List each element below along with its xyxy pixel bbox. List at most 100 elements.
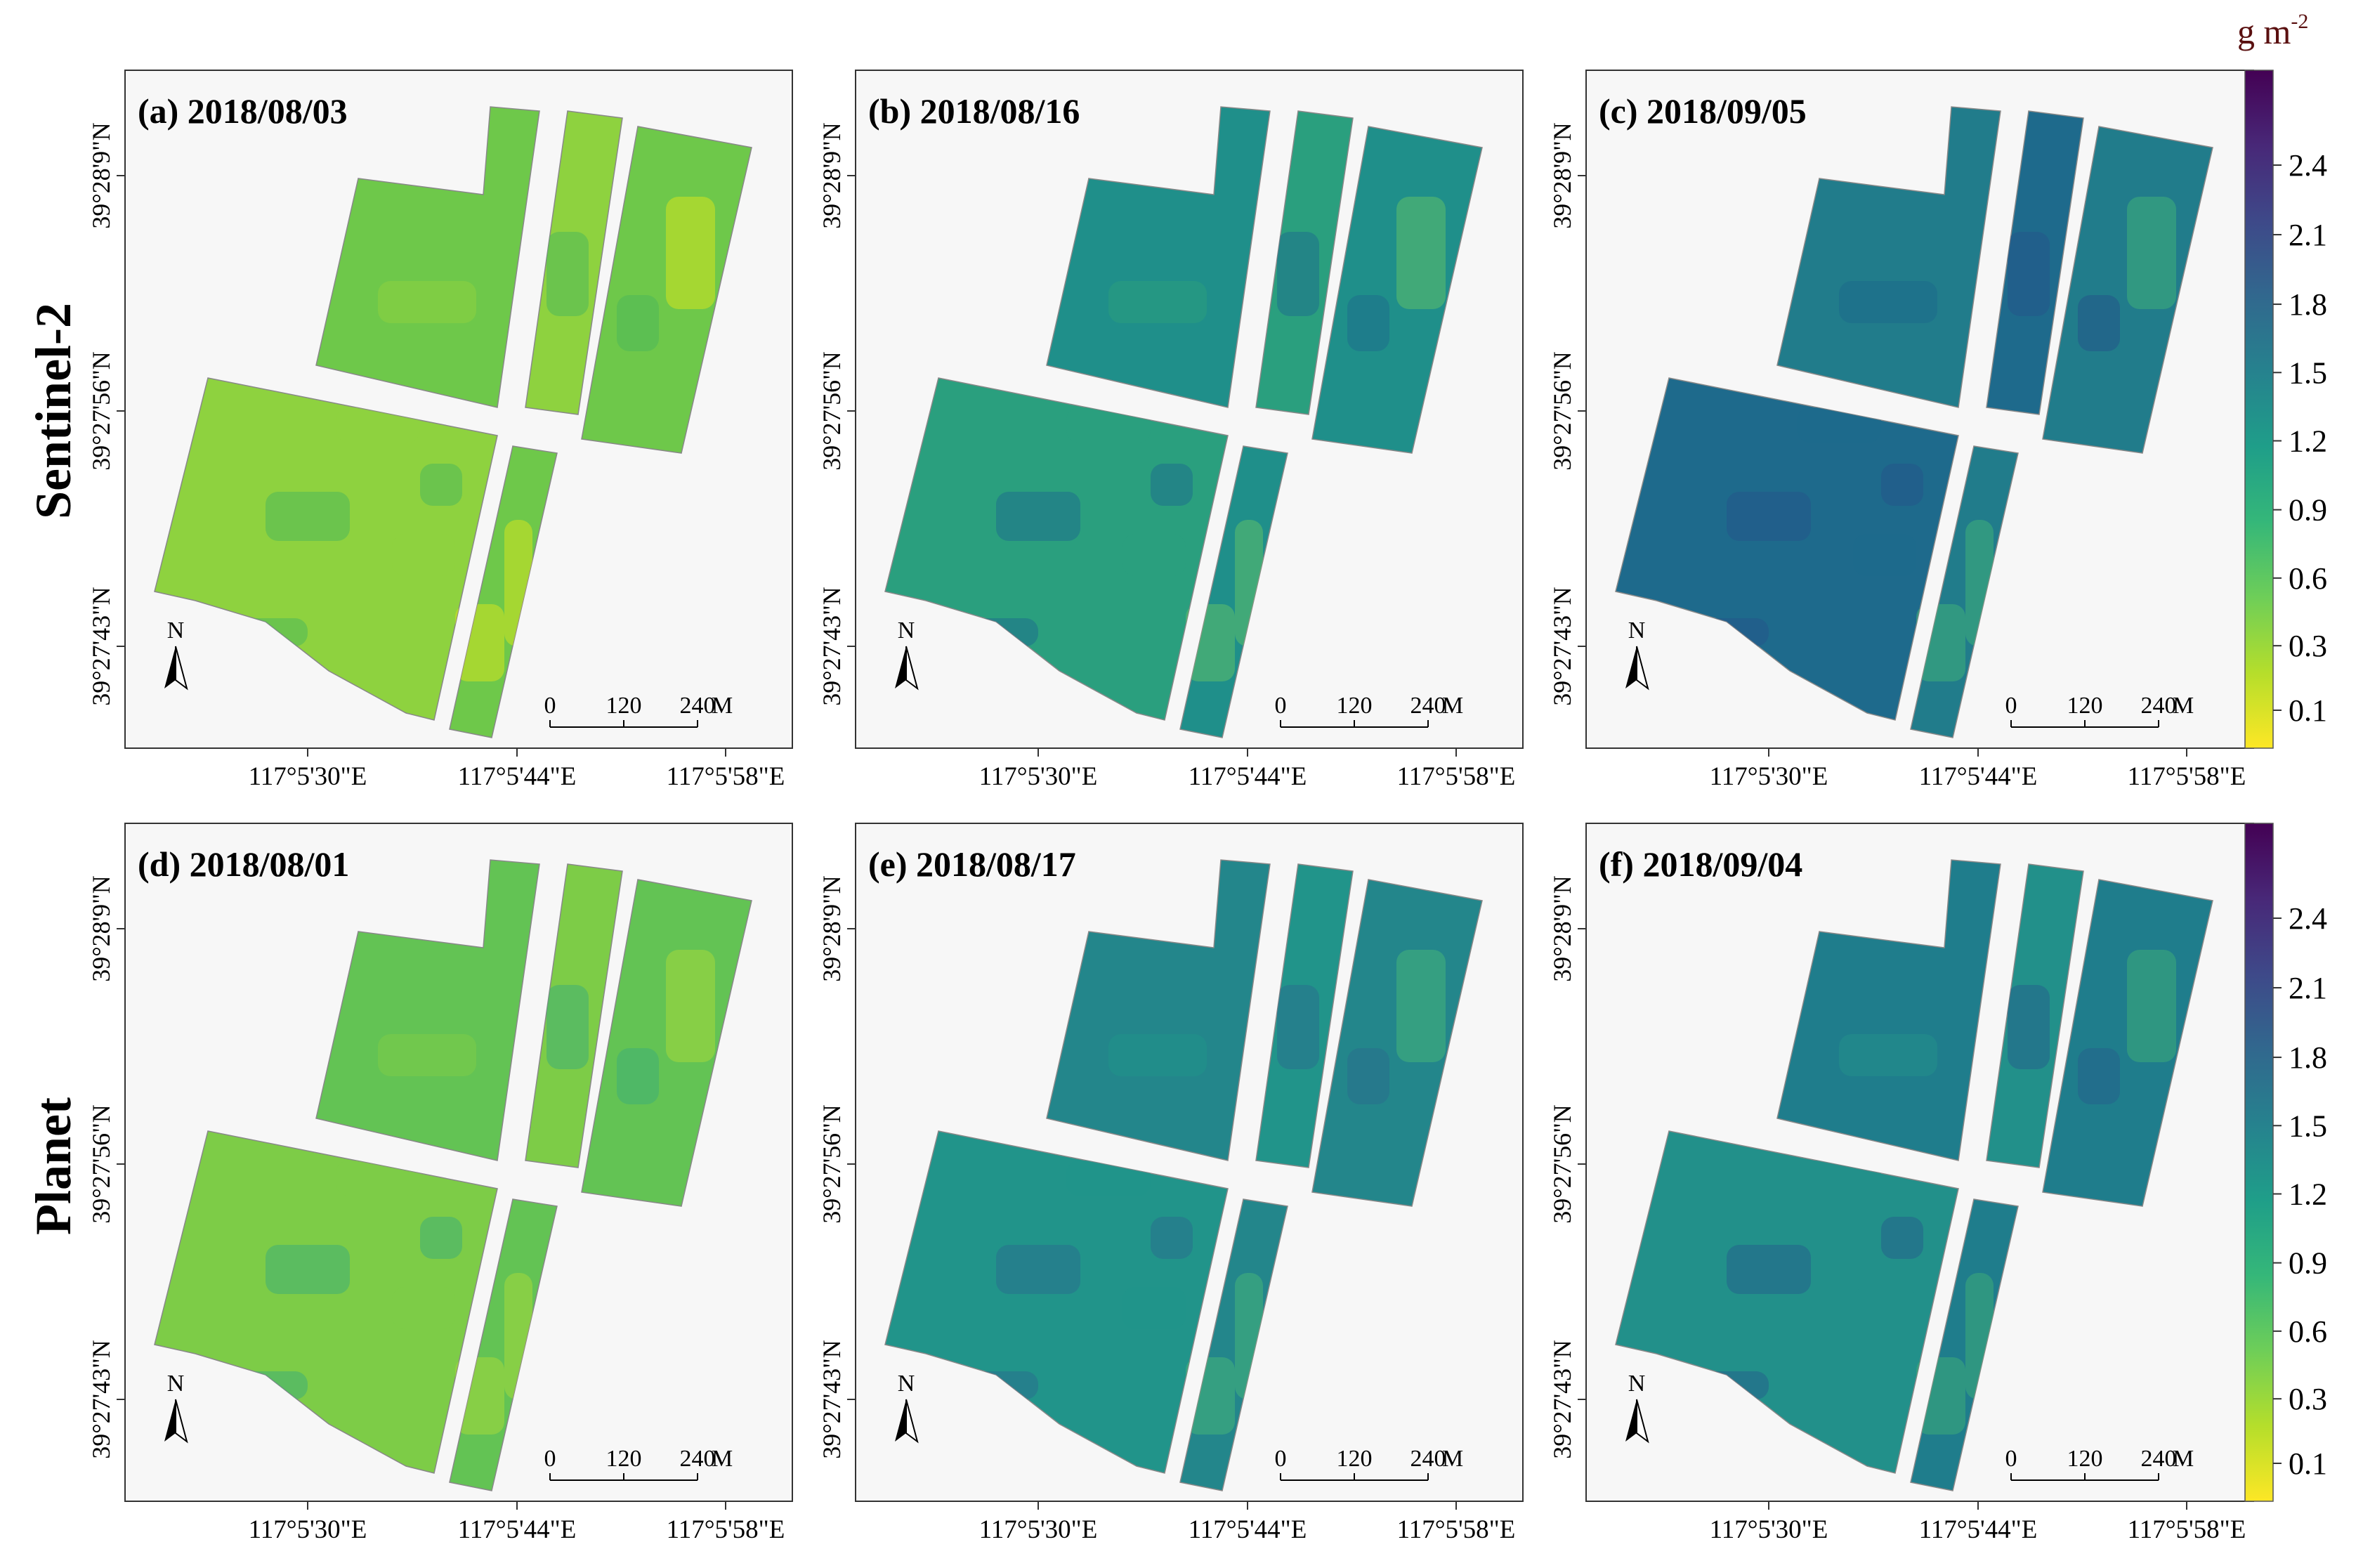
scale-tick-label: 240: [680, 1446, 716, 1472]
colorbar-tick-label: 2.4: [2289, 901, 2327, 936]
colorbar-tick-label: 0.3: [2289, 1382, 2327, 1416]
colorbar-tick-label: 0.9: [2289, 1246, 2327, 1281]
scale-tick-label: 0: [544, 1446, 556, 1472]
colorbar-tick-label: 1.5: [2289, 1109, 2327, 1143]
colorbar-tick-label: 0.6: [2289, 1314, 2327, 1349]
lon-label: 117°5'30"E: [979, 1515, 1098, 1544]
panel-title: (a) 2018/08/03: [138, 91, 348, 131]
scale-unit: M: [2173, 1446, 2194, 1472]
lat-label: 39°27'43"N: [1548, 587, 1576, 706]
scale-tick-label: 240: [2141, 693, 2177, 719]
panel-title: (d) 2018/08/01: [138, 844, 349, 884]
lon-label: 117°5'58"E: [1397, 762, 1516, 791]
colorbar-tick-label: 1.2: [2289, 424, 2327, 459]
lon-label: 117°5'44"E: [458, 1515, 577, 1544]
lat-label: 39°28'9"N: [1548, 122, 1576, 229]
field-upper-west: [1776, 106, 2001, 408]
scale-tick-label: 0: [2005, 693, 2017, 719]
field-lower-main: [154, 1130, 498, 1474]
lon-label: 117°5'30"E: [249, 762, 367, 791]
colorbar-unit-text: g m: [2237, 12, 2291, 51]
scale-tick-label: 120: [1337, 1446, 1373, 1472]
field-lower-main: [154, 377, 498, 721]
north-arrow-label: N: [898, 618, 915, 643]
field-texture: [230, 950, 715, 1435]
colorbar-gradient: [2244, 823, 2274, 1502]
scale-tick-label: 240: [680, 693, 716, 719]
lon-label: 117°5'30"E: [979, 762, 1098, 791]
field-lower-main: [884, 377, 1229, 721]
panel-title: (b) 2018/08/16: [868, 91, 1080, 131]
north-arrow-label: N: [1628, 1371, 1646, 1397]
lon-label: 117°5'44"E: [1189, 762, 1307, 791]
colorbar-unit: g m-2: [2237, 10, 2308, 51]
scale-unit: M: [712, 1446, 733, 1472]
north-arrow-icon: N: [895, 618, 919, 691]
field-lower-main: [884, 1130, 1229, 1474]
colorbar-tick-label: 2.1: [2289, 971, 2327, 1005]
colorbar-tick-label: 1.8: [2289, 287, 2327, 322]
scale-tick-label: 120: [606, 1446, 642, 1472]
scale-tick-label: 0: [2005, 1446, 2017, 1472]
colorbar-tick-label: 0.6: [2289, 561, 2327, 596]
colorbar-1: 2.4 2.1 1.8 1.5 1.2 0.9 0.6 0.3 0.1: [2244, 823, 2327, 1502]
scale-tick-label: 240: [1410, 693, 1446, 719]
lon-label: 117°5'30"E: [1710, 762, 1828, 791]
colorbar-0: 2.4 2.1 1.8 1.5 1.2 0.9 0.6 0.3 0.1: [2244, 70, 2327, 749]
scale-unit: M: [1442, 1446, 1463, 1472]
colorbar-tick-label: 1.5: [2289, 355, 2327, 390]
field-upper-west: [1776, 859, 2001, 1161]
field-texture: [961, 197, 1446, 681]
map-panel-0-2: (c) 2018/09/05 39°28'9"N 39°27'56"N 39°27'4…: [1548, 70, 2254, 791]
north-arrow-label: N: [898, 1371, 915, 1397]
lat-label: 39°27'43"N: [1548, 1340, 1576, 1459]
scale-tick-label: 0: [1275, 693, 1287, 719]
lon-label: 117°5'44"E: [1919, 762, 2038, 791]
lat-label: 39°28'9"N: [818, 122, 846, 229]
scale-tick-label: 120: [2067, 1446, 2103, 1472]
north-arrow-icon: N: [164, 1371, 188, 1444]
colorbars: g m-2 2.4 2.1 1.8 1.5 1.2 0.9 0.6 0.3 0.1 2.4 2.1 1…: [2237, 10, 2327, 1502]
field-upper-west: [315, 106, 540, 408]
row-label-sentinel2: Sentinel-2: [25, 303, 81, 519]
map-panel-1-1: (e) 2018/08/17 39°28'9"N 39°27'56"N 39°27'4…: [818, 823, 1524, 1544]
lat-label: 39°28'9"N: [1548, 875, 1576, 982]
colorbar-tick-label: 1.8: [2289, 1040, 2327, 1075]
lat-label: 39°27'56"N: [1548, 1104, 1576, 1224]
lat-label: 39°27'43"N: [818, 587, 846, 706]
map-panel-0-0: (a) 2018/08/03 39°28'9"N 39°27'56"N 39°27'4…: [87, 70, 793, 791]
colorbar-tick-label: 2.4: [2289, 148, 2327, 183]
field-upper-west: [1046, 859, 1271, 1161]
lon-label: 117°5'44"E: [1919, 1515, 2038, 1544]
scale-tick-label: 120: [1337, 693, 1373, 719]
map-panel-1-2: (f) 2018/09/04 39°28'9"N 39°27'56"N 39°27'4…: [1548, 823, 2254, 1544]
scale-tick-label: 0: [544, 693, 556, 719]
colorbar-tick-label: 0.1: [2289, 1446, 2327, 1481]
map-panel-0-1: (b) 2018/08/16 39°28'9"N 39°27'56"N 39°27'4…: [818, 70, 1524, 791]
lon-label: 117°5'30"E: [249, 1515, 367, 1544]
lon-label: 117°5'58"E: [1397, 1515, 1516, 1544]
lat-label: 39°28'9"N: [87, 122, 115, 229]
scale-unit: M: [2173, 693, 2194, 719]
field-texture: [961, 950, 1446, 1435]
lon-label: 117°5'58"E: [2128, 762, 2246, 791]
lon-label: 117°5'58"E: [2128, 1515, 2246, 1544]
field-upper-west: [315, 859, 540, 1161]
colorbar-tick-label: 1.2: [2289, 1177, 2327, 1212]
lon-label: 117°5'44"E: [458, 762, 577, 791]
north-arrow-icon: N: [1625, 618, 1649, 691]
north-arrow-label: N: [1628, 618, 1646, 643]
lat-label: 39°27'43"N: [87, 587, 115, 706]
lat-label: 39°28'9"N: [818, 875, 846, 982]
north-arrow-icon: N: [164, 618, 188, 691]
map-panel-1-0: (d) 2018/08/01 39°28'9"N 39°27'56"N 39°27'4…: [87, 823, 793, 1544]
lon-label: 117°5'44"E: [1189, 1515, 1307, 1544]
lat-label: 39°27'56"N: [1548, 351, 1576, 471]
